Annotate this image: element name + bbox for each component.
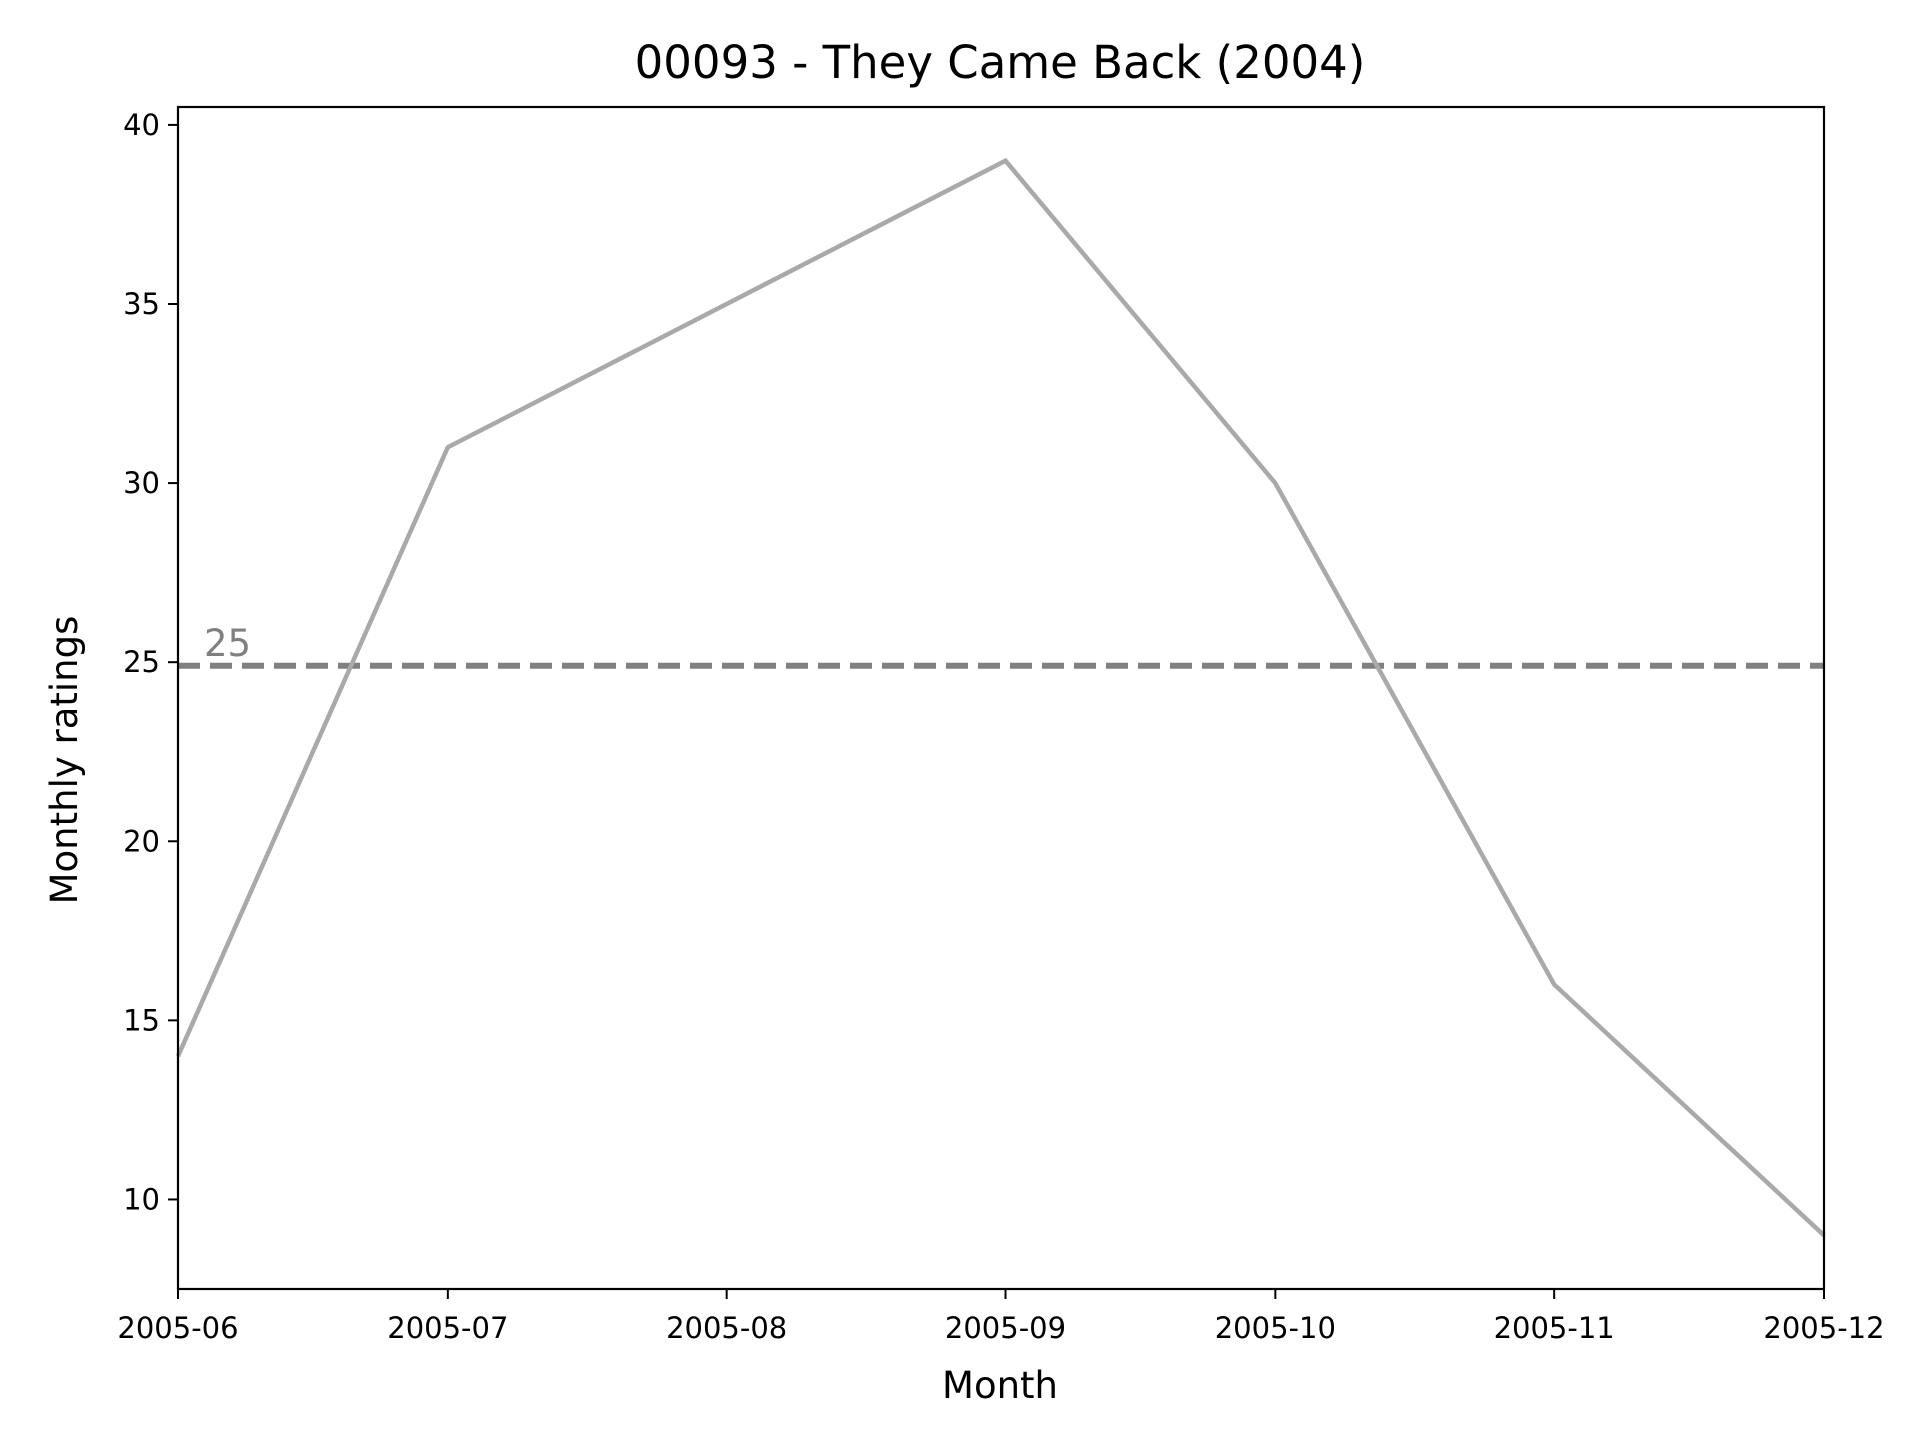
y-tick-label: 20 bbox=[123, 824, 160, 858]
x-tick-label: 2005-08 bbox=[666, 1311, 787, 1345]
chart-title: 00093 - They Came Back (2004) bbox=[635, 36, 1366, 89]
y-ticks: 10 15 20 25 30 35 40 bbox=[123, 108, 178, 1216]
x-axis-label: Month bbox=[942, 1364, 1058, 1407]
x-tick-label: 2005-11 bbox=[1494, 1311, 1615, 1345]
y-tick-label: 30 bbox=[123, 466, 160, 500]
reference-line-label: 25 bbox=[204, 622, 251, 665]
plot-frame bbox=[176, 105, 1826, 1291]
y-axis-label: Monthly ratings bbox=[43, 616, 86, 905]
series-group bbox=[175, 157, 1826, 1237]
y-tick-label: 15 bbox=[123, 1003, 160, 1037]
y-tick-label: 25 bbox=[123, 645, 160, 679]
reference-line-group: 25 bbox=[178, 622, 1824, 669]
x-tick-label: 2005-06 bbox=[117, 1311, 238, 1345]
x-tick-label: 2005-09 bbox=[945, 1311, 1066, 1345]
series-line bbox=[175, 157, 1826, 1237]
x-ticks: 2005-06 2005-07 2005-08 2005-09 2005-10 2005-… bbox=[117, 1289, 1885, 1345]
y-tick-label: 10 bbox=[123, 1182, 160, 1216]
x-tick-label: 2005-07 bbox=[387, 1311, 508, 1345]
y-tick-label: 40 bbox=[123, 108, 160, 142]
x-tick-label: 2005-10 bbox=[1215, 1311, 1336, 1345]
y-tick-label: 35 bbox=[123, 287, 160, 321]
x-tick-label: 2005-12 bbox=[1763, 1311, 1884, 1345]
